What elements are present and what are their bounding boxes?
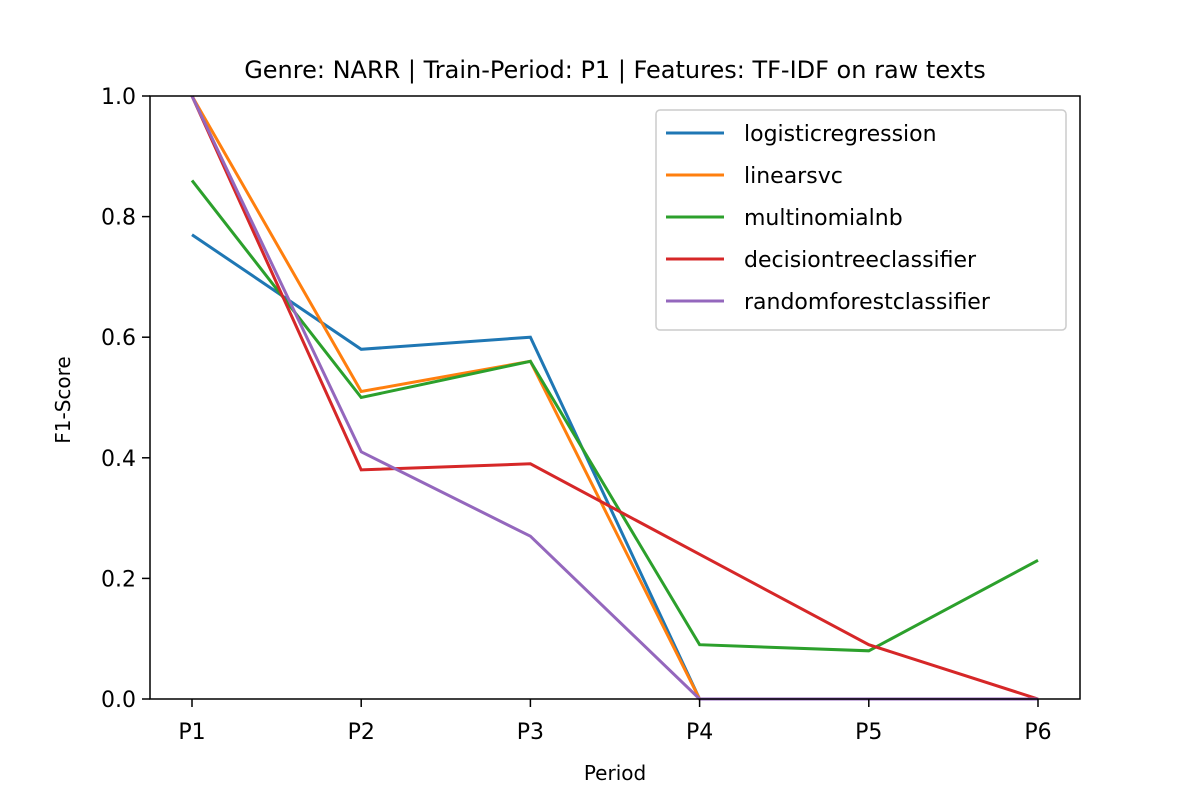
legend-label-randomforestclassifier: randomforestclassifier xyxy=(744,290,991,315)
plot-frame xyxy=(149,95,1081,700)
x-tick-label: P1 xyxy=(178,720,205,745)
legend-label-multinomialnb: multinomialnb xyxy=(744,206,903,231)
x-tick-label: P2 xyxy=(348,720,375,745)
y-tick-label: 0.2 xyxy=(101,567,136,592)
x-tick-label: P6 xyxy=(1024,720,1051,745)
y-axis-label: F1-Score xyxy=(51,356,75,443)
legend: logisticregression linearsvc multinomialnb… xyxy=(655,109,1067,331)
chart-title: Genre: NARR | Train-Period: P1 | Feature… xyxy=(244,56,986,84)
x-tick-label: P5 xyxy=(855,720,882,745)
y-tick-label: 0.4 xyxy=(101,447,136,472)
legend-label-linearsvc: linearsvc xyxy=(744,164,843,189)
legend-label-decisiontreeclassifier: decisiontreeclassifier xyxy=(744,248,977,273)
series-line-multinomialnb xyxy=(190,179,1039,653)
y-tick-label: 0.8 xyxy=(101,206,136,231)
legend-label-logisticregression: logisticregression xyxy=(744,122,937,147)
x-tick-label: P3 xyxy=(517,720,544,745)
plot-area: P1 P2 P3 P4 P5 P6 0.0 0.2 0.4 0.6 0.8 1.0 xyxy=(101,85,1081,745)
legend-box xyxy=(655,109,1067,331)
y-tick-label: 0.0 xyxy=(101,688,136,713)
series-line-decisiontreeclassifier xyxy=(190,95,1039,701)
y-tick-label: 0.6 xyxy=(101,326,136,351)
x-tick-label: P4 xyxy=(686,720,713,745)
y-tick-label: 1.0 xyxy=(101,85,136,110)
x-axis-label: Period xyxy=(584,761,646,785)
